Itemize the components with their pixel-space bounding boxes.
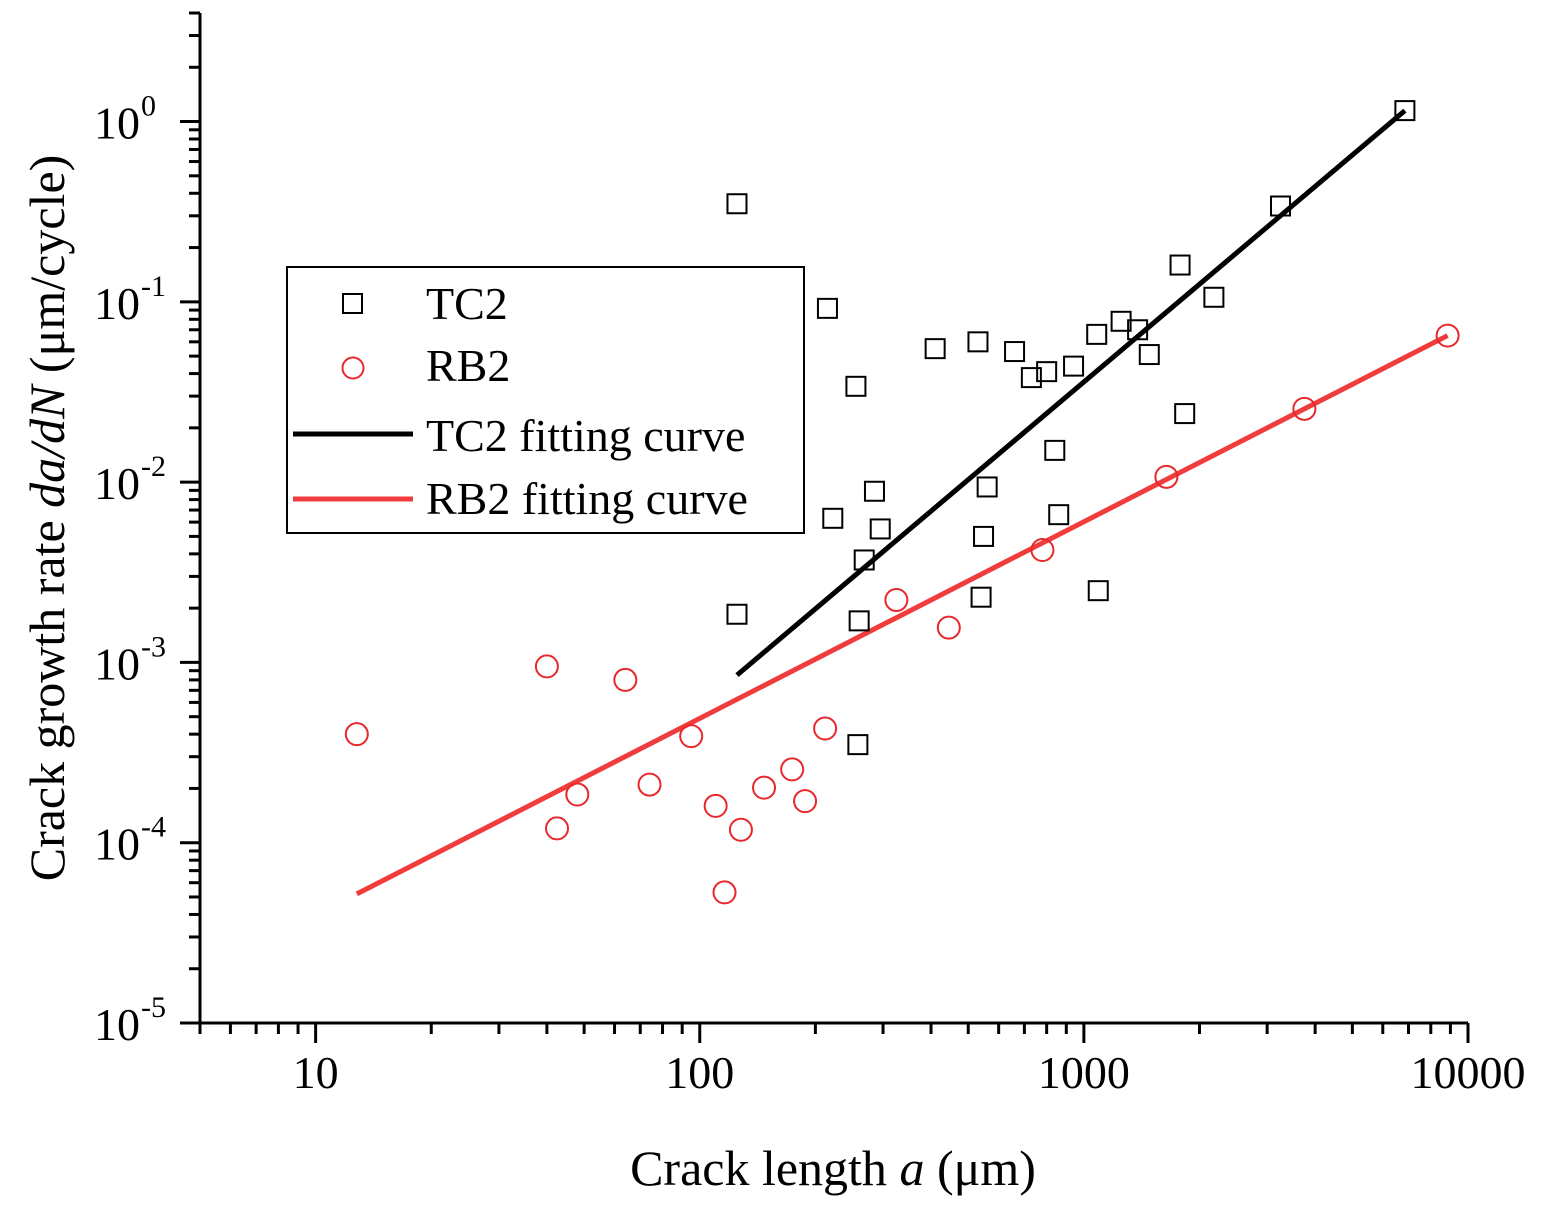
legend-rb2-fit-label: RB2 fitting curve <box>426 473 748 524</box>
x-axis-title: Crack length a (μm) <box>630 1140 1036 1196</box>
tc2-data-point <box>1048 504 1070 526</box>
rb2-data-point <box>884 587 909 612</box>
tc2-data-point <box>1087 580 1109 602</box>
x-tick-labels: 10 100 1000 10000 <box>293 1047 1526 1098</box>
tc2-data-point <box>1394 100 1416 122</box>
rb2-data-point <box>1154 464 1179 489</box>
tc2-data-point <box>726 603 748 625</box>
rb2-data-point <box>813 716 838 741</box>
tc2-data-point <box>726 193 748 215</box>
tc2-data-point <box>1044 439 1066 461</box>
rb2-data-point <box>728 817 753 842</box>
tc2-data-point <box>869 518 891 540</box>
tc2-data-point <box>1020 367 1042 389</box>
rb2-data-point <box>1292 396 1317 421</box>
rb2-data-point <box>793 789 818 814</box>
legend-box <box>286 266 805 534</box>
y-tick-label: 10 <box>94 999 140 1050</box>
tc2-data-point <box>976 476 998 498</box>
rb2-data-point <box>637 772 662 797</box>
tc2-data-point <box>924 338 946 360</box>
rb2-data-point <box>936 615 961 640</box>
x-tick-label: 10000 <box>1411 1047 1526 1098</box>
legend-rb2-marker <box>341 356 365 380</box>
x-tick-label: 1000 <box>1038 1047 1130 1098</box>
tc2-fitting-curve-line <box>735 108 1407 678</box>
legend: TC2 RB2 TC2 fitting curve RB2 fitting cu… <box>286 266 805 534</box>
tc2-data-point <box>863 480 885 502</box>
rb2-data-point <box>565 782 590 807</box>
rb2-data-point <box>679 724 704 749</box>
series-layer <box>344 100 1460 905</box>
y-tick-exponent: -3 <box>141 630 166 663</box>
tc2-data-point <box>1110 310 1132 332</box>
y-tick-exponent: -4 <box>141 811 166 844</box>
tc2-data-point <box>848 610 870 632</box>
rb2-data-point <box>545 816 570 841</box>
legend-rb2-label: RB2 <box>426 340 510 391</box>
y-tick-exponent: -1 <box>141 270 166 303</box>
rb2-data-point <box>613 667 638 692</box>
legend-tc2-label: TC2 <box>426 278 508 329</box>
y-tick-exponent: 0 <box>141 90 156 123</box>
axis-ticks-layer <box>180 11 1470 1043</box>
x-tick-label: 100 <box>665 1047 734 1098</box>
legend-tc2-marker <box>342 293 363 314</box>
y-axis-title: Crack growth rate da/dN (μm/cycle) <box>19 155 75 882</box>
rb2-data-point <box>344 722 369 747</box>
rb2-data-point <box>712 880 737 905</box>
plot-frame-layer <box>198 13 1468 1025</box>
y-tick-exponent: -2 <box>141 450 166 483</box>
y-tick-label: 10 <box>94 98 140 149</box>
x-tick-label: 10 <box>293 1047 339 1098</box>
tc2-data-point <box>1004 341 1026 363</box>
tc2-data-point <box>845 375 867 397</box>
tc2-data-point <box>847 734 869 756</box>
rb2-data-point <box>703 793 728 818</box>
tc2-data-point <box>973 525 995 547</box>
y-tick-label: 10 <box>94 819 140 870</box>
tc2-data-point <box>967 331 989 353</box>
tc2-data-point <box>1138 344 1160 366</box>
rb2-data-point <box>534 654 559 679</box>
tc2-data-point <box>1270 195 1292 217</box>
tc2-data-point <box>970 586 992 608</box>
y-tick-exponent: -5 <box>141 991 166 1024</box>
tc2-data-point <box>1174 403 1196 425</box>
tc2-data-point <box>853 549 875 571</box>
tc2-data-point <box>816 297 838 319</box>
tc2-data-point <box>1086 323 1108 345</box>
tc2-data-point <box>1203 286 1225 308</box>
rb2-data-point <box>780 757 805 782</box>
y-tick-label: 10 <box>94 458 140 509</box>
legend-tc2-fit-label: TC2 fitting curve <box>426 410 745 461</box>
rb2-fitting-curve-line <box>355 333 1449 897</box>
rb2-data-point <box>1030 538 1055 563</box>
tc2-data-point <box>822 507 844 529</box>
tc2-data-point <box>1169 254 1191 276</box>
tc2-data-point <box>1063 355 1085 377</box>
tc2-data-point <box>1036 361 1058 383</box>
y-tick-label: 10 <box>94 278 140 329</box>
tc2-data-point <box>1127 319 1149 341</box>
rb2-data-point <box>1435 323 1460 348</box>
rb2-data-point <box>752 775 777 800</box>
y-tick-label: 10 <box>94 638 140 689</box>
